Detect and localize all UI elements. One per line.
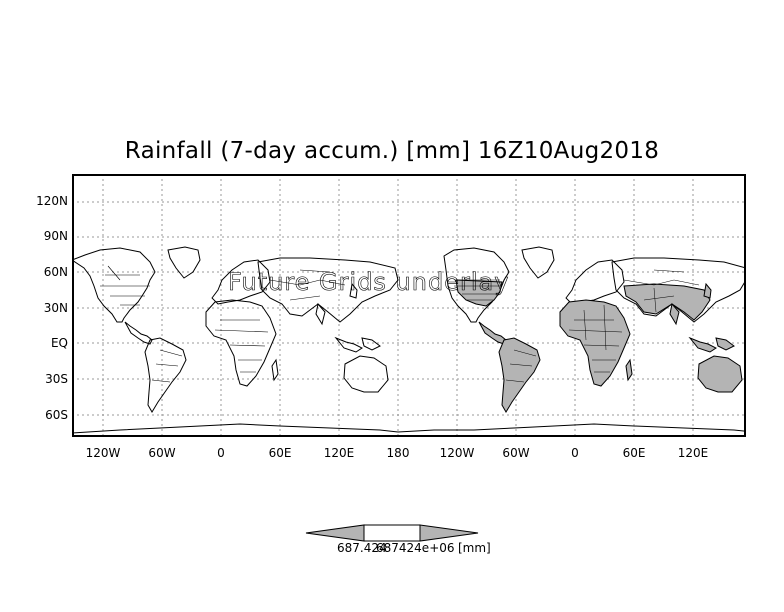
colorbar bbox=[305, 524, 479, 542]
lon-label: 60E bbox=[622, 446, 646, 460]
map-title: Rainfall (7-day accum.) [mm] 16Z10Aug201… bbox=[124, 138, 660, 164]
shaded-asia bbox=[623, 283, 711, 321]
lon-label: 120W bbox=[439, 446, 475, 460]
lon-label: 120E bbox=[323, 446, 355, 460]
map-frame bbox=[72, 174, 746, 437]
lon-label: 0 bbox=[571, 446, 579, 460]
lat-label: 90N bbox=[43, 229, 68, 243]
lat-label: 60N bbox=[43, 265, 68, 279]
world-outline-left bbox=[72, 246, 399, 434]
lat-label: 30N bbox=[43, 301, 68, 315]
lon-label: 60W bbox=[148, 446, 176, 460]
shaded-usa bbox=[455, 279, 503, 307]
lat-label: 30S bbox=[45, 372, 68, 386]
colorbar-left-label: 687.424 bbox=[337, 541, 387, 555]
lat-label: 60S bbox=[45, 408, 68, 422]
lat-label: EQ bbox=[50, 336, 68, 350]
colorbar-right-arrow bbox=[419, 524, 479, 542]
lat-label: 120N bbox=[36, 194, 68, 208]
colorbar-middle bbox=[363, 524, 421, 542]
lon-label: 60W bbox=[502, 446, 530, 460]
lon-label: 180 bbox=[386, 446, 410, 460]
lon-label: 0 bbox=[217, 446, 225, 460]
world-filled-right bbox=[397, 246, 746, 433]
colorbar-left-arrow bbox=[305, 524, 365, 542]
lon-label: 60E bbox=[268, 446, 292, 460]
colorbar-unit-label: [mm] bbox=[458, 541, 491, 555]
lon-label: 120W bbox=[85, 446, 121, 460]
lon-label: 120E bbox=[677, 446, 709, 460]
watermark-text: Future Grids underlay bbox=[228, 268, 509, 296]
colorbar-overlap-label: 687424e+06 bbox=[376, 541, 455, 555]
